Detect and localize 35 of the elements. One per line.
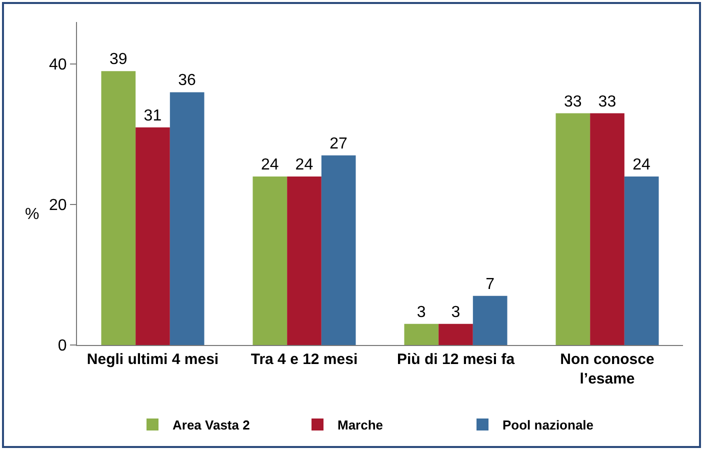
bar (101, 71, 136, 345)
legend-label: Marche (338, 418, 384, 433)
bar (556, 113, 590, 345)
bar (624, 176, 659, 345)
data-label: 31 (144, 107, 162, 124)
bar (472, 296, 508, 345)
data-label: 33 (598, 93, 616, 110)
x-tick-label: Tra 4 e 12 mesi (250, 351, 358, 368)
data-label: 7 (486, 276, 495, 293)
data-label: 39 (109, 51, 128, 68)
data-label: 24 (632, 156, 651, 174)
x-tick-label: Più di 12 mesi fa (396, 351, 516, 368)
x-tick-label: Negli ultimi 4 mesi (86, 351, 219, 368)
bar (136, 127, 170, 345)
data-label: 3 (416, 304, 426, 321)
data-label: 24 (260, 156, 279, 174)
y-tick-label: 40 (49, 56, 67, 74)
y-tick-label: 20 (49, 197, 67, 214)
y-axis-title: % (25, 206, 40, 223)
data-label: 36 (178, 72, 196, 90)
legend-label: Area Vasta 2 (172, 418, 250, 433)
data-label: 24 (295, 156, 314, 174)
bar (252, 176, 288, 345)
bar (404, 324, 439, 345)
data-label: 27 (330, 135, 348, 152)
y-tick-label: 0 (58, 338, 67, 355)
bar (287, 176, 322, 345)
bar (438, 324, 473, 345)
bar (321, 155, 356, 345)
legend-label: Pool nazionale (502, 418, 594, 433)
bar (170, 92, 204, 345)
data-label: 3 (451, 304, 460, 321)
data-label: 33 (564, 93, 582, 110)
bar (590, 113, 624, 345)
x-tick-label: Non conosce l’esame (560, 351, 654, 388)
